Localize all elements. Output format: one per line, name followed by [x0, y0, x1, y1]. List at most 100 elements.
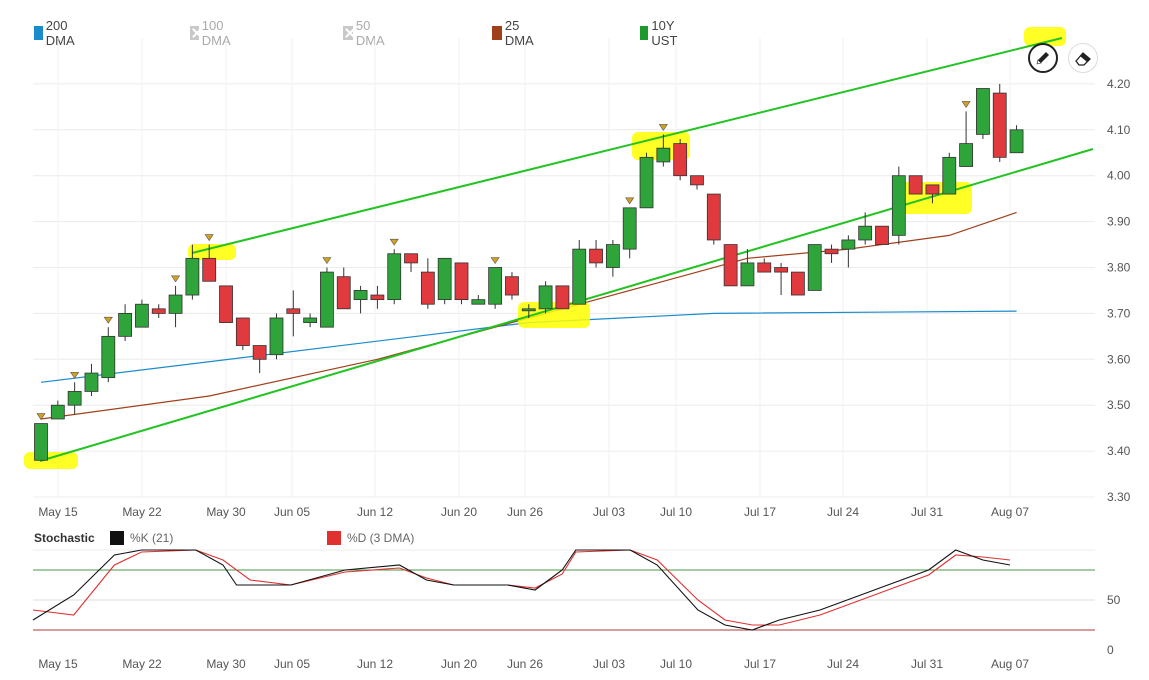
candle-body: [488, 267, 503, 305]
legend-swatch-10y-ust: [640, 26, 649, 40]
signal-marker: [658, 124, 668, 131]
eraser-icon: [1075, 52, 1091, 66]
candle-body: [875, 225, 889, 245]
legend-swatch-k: [110, 531, 124, 545]
y-tick-label: 3.30: [1107, 490, 1131, 504]
x-tick-label: Jul 24: [827, 505, 859, 519]
unchecked-box-icon: [190, 26, 199, 40]
legend-swatch-d: [327, 531, 341, 545]
legend-label: %K (21): [130, 531, 174, 545]
candle-body: [757, 262, 772, 273]
candle-body: [202, 257, 217, 282]
candle-body: [135, 303, 149, 328]
signal-marker: [625, 197, 635, 205]
candle-body: [942, 156, 957, 195]
candle-body: [252, 345, 267, 360]
eraser-tool-button[interactable]: [1068, 43, 1098, 73]
pencil-icon: [1036, 52, 1049, 65]
candle-body: [976, 88, 990, 135]
stoch-y-tick-label: 50: [1107, 593, 1121, 607]
x-tick-label: Jul 03: [593, 505, 625, 519]
candle-body: [824, 248, 839, 255]
y-tick-label: 3.50: [1107, 398, 1131, 412]
stochastic-legend-k[interactable]: %K (21): [110, 531, 173, 545]
candle-body: [34, 423, 48, 461]
x-tick-label: Jul 31: [911, 505, 943, 519]
x-axis: May 15 May 15 May 22 May 22 May 30 May 30 Jun …: [38, 505, 1029, 671]
y-tick-label: 3.90: [1107, 215, 1131, 229]
legend-item-10y-ust[interactable]: 10Y UST: [640, 18, 683, 48]
y-tick-label: 3.80: [1107, 261, 1131, 275]
candle-body: [858, 225, 873, 241]
candle-body: [387, 253, 402, 301]
x-tick-label: May 22: [122, 657, 162, 671]
candle-body: [151, 308, 166, 314]
candle-body: [605, 244, 620, 268]
x-tick-label: May 22: [122, 505, 162, 519]
signal-marker: [36, 413, 46, 421]
candle-body: [219, 285, 233, 323]
y-tick-label: 3.60: [1107, 352, 1131, 366]
highlight-mark: [188, 244, 236, 260]
y-tick-label: 4.20: [1107, 77, 1131, 91]
candle-body: [589, 248, 603, 264]
signal-marker: [490, 257, 500, 265]
candle-body: [67, 391, 82, 406]
signal-marker: [961, 101, 971, 108]
legend-item-200dma[interactable]: 200 DMA: [34, 18, 80, 48]
signal-marker: [204, 234, 214, 242]
x-tick-label: Aug 07: [991, 657, 1029, 671]
candle-body: [925, 184, 940, 195]
y-tick-label: 4.00: [1107, 169, 1131, 183]
y-tick-label: 3.70: [1107, 306, 1131, 320]
x-tick-label: May 30: [206, 657, 246, 671]
x-tick-label: Jun 20: [441, 657, 477, 671]
candle-body: [370, 294, 385, 301]
candle-body: [1009, 129, 1024, 154]
legend-label: 10Y UST: [651, 18, 678, 48]
x-tick-label: Jun 05: [274, 657, 310, 671]
candle-body: [690, 175, 704, 186]
highlight-mark: [518, 302, 590, 328]
y-axis: 4.20 4.10 4.00 3.90 3.80 3.70 3.60 3.50 3.40 3.30: [1107, 77, 1131, 504]
signal-marker: [170, 275, 181, 283]
x-tick-label: Jul 24: [827, 657, 859, 671]
pencil-tool-button[interactable]: [1028, 43, 1058, 73]
candle-body: [185, 257, 200, 296]
candle-body: [740, 262, 755, 287]
x-tick-label: Jun 12: [357, 657, 393, 671]
candles: [34, 83, 1024, 461]
candle-body: [841, 239, 856, 250]
stoch-k-line: [32, 549, 1011, 631]
x-tick-label: Jun 12: [357, 505, 393, 519]
highlight-mark: [1024, 27, 1066, 46]
candle-body: [320, 271, 334, 328]
x-tick-label: Jun 26: [507, 657, 543, 671]
candle-body: [673, 143, 688, 177]
x-tick-label: Jun 26: [507, 505, 543, 519]
legend-item-25dma[interactable]: 25 DMA: [492, 18, 538, 48]
signal-marker: [389, 238, 399, 246]
candle-body: [639, 156, 654, 209]
x-tick-label: Jul 10: [660, 657, 692, 671]
x-tick-label: Jul 17: [744, 657, 776, 671]
candle-body: [437, 257, 452, 301]
candle-body: [572, 248, 587, 305]
trendline-upper: [191, 37, 1063, 254]
x-tick-label: May 15: [38, 505, 78, 519]
x-tick-label: Jul 03: [593, 657, 625, 671]
legend-item-50dma[interactable]: 50 DMA: [343, 18, 389, 48]
candle-body: [807, 244, 822, 291]
candle-body: [404, 253, 418, 264]
candle-body: [706, 193, 721, 241]
moving-averages: [40, 211, 1017, 420]
stochastic-legend-d[interactable]: %D (3 DMA): [327, 531, 414, 545]
y-tick-label: 3.40: [1107, 444, 1131, 458]
candle-body: [50, 404, 65, 420]
legend-item-100dma[interactable]: 100 DMA: [190, 18, 236, 48]
candle-body: [538, 285, 553, 310]
signal-marker: [70, 371, 80, 379]
signal-marker: [322, 257, 332, 265]
x-tick-label: May 15: [38, 657, 78, 671]
